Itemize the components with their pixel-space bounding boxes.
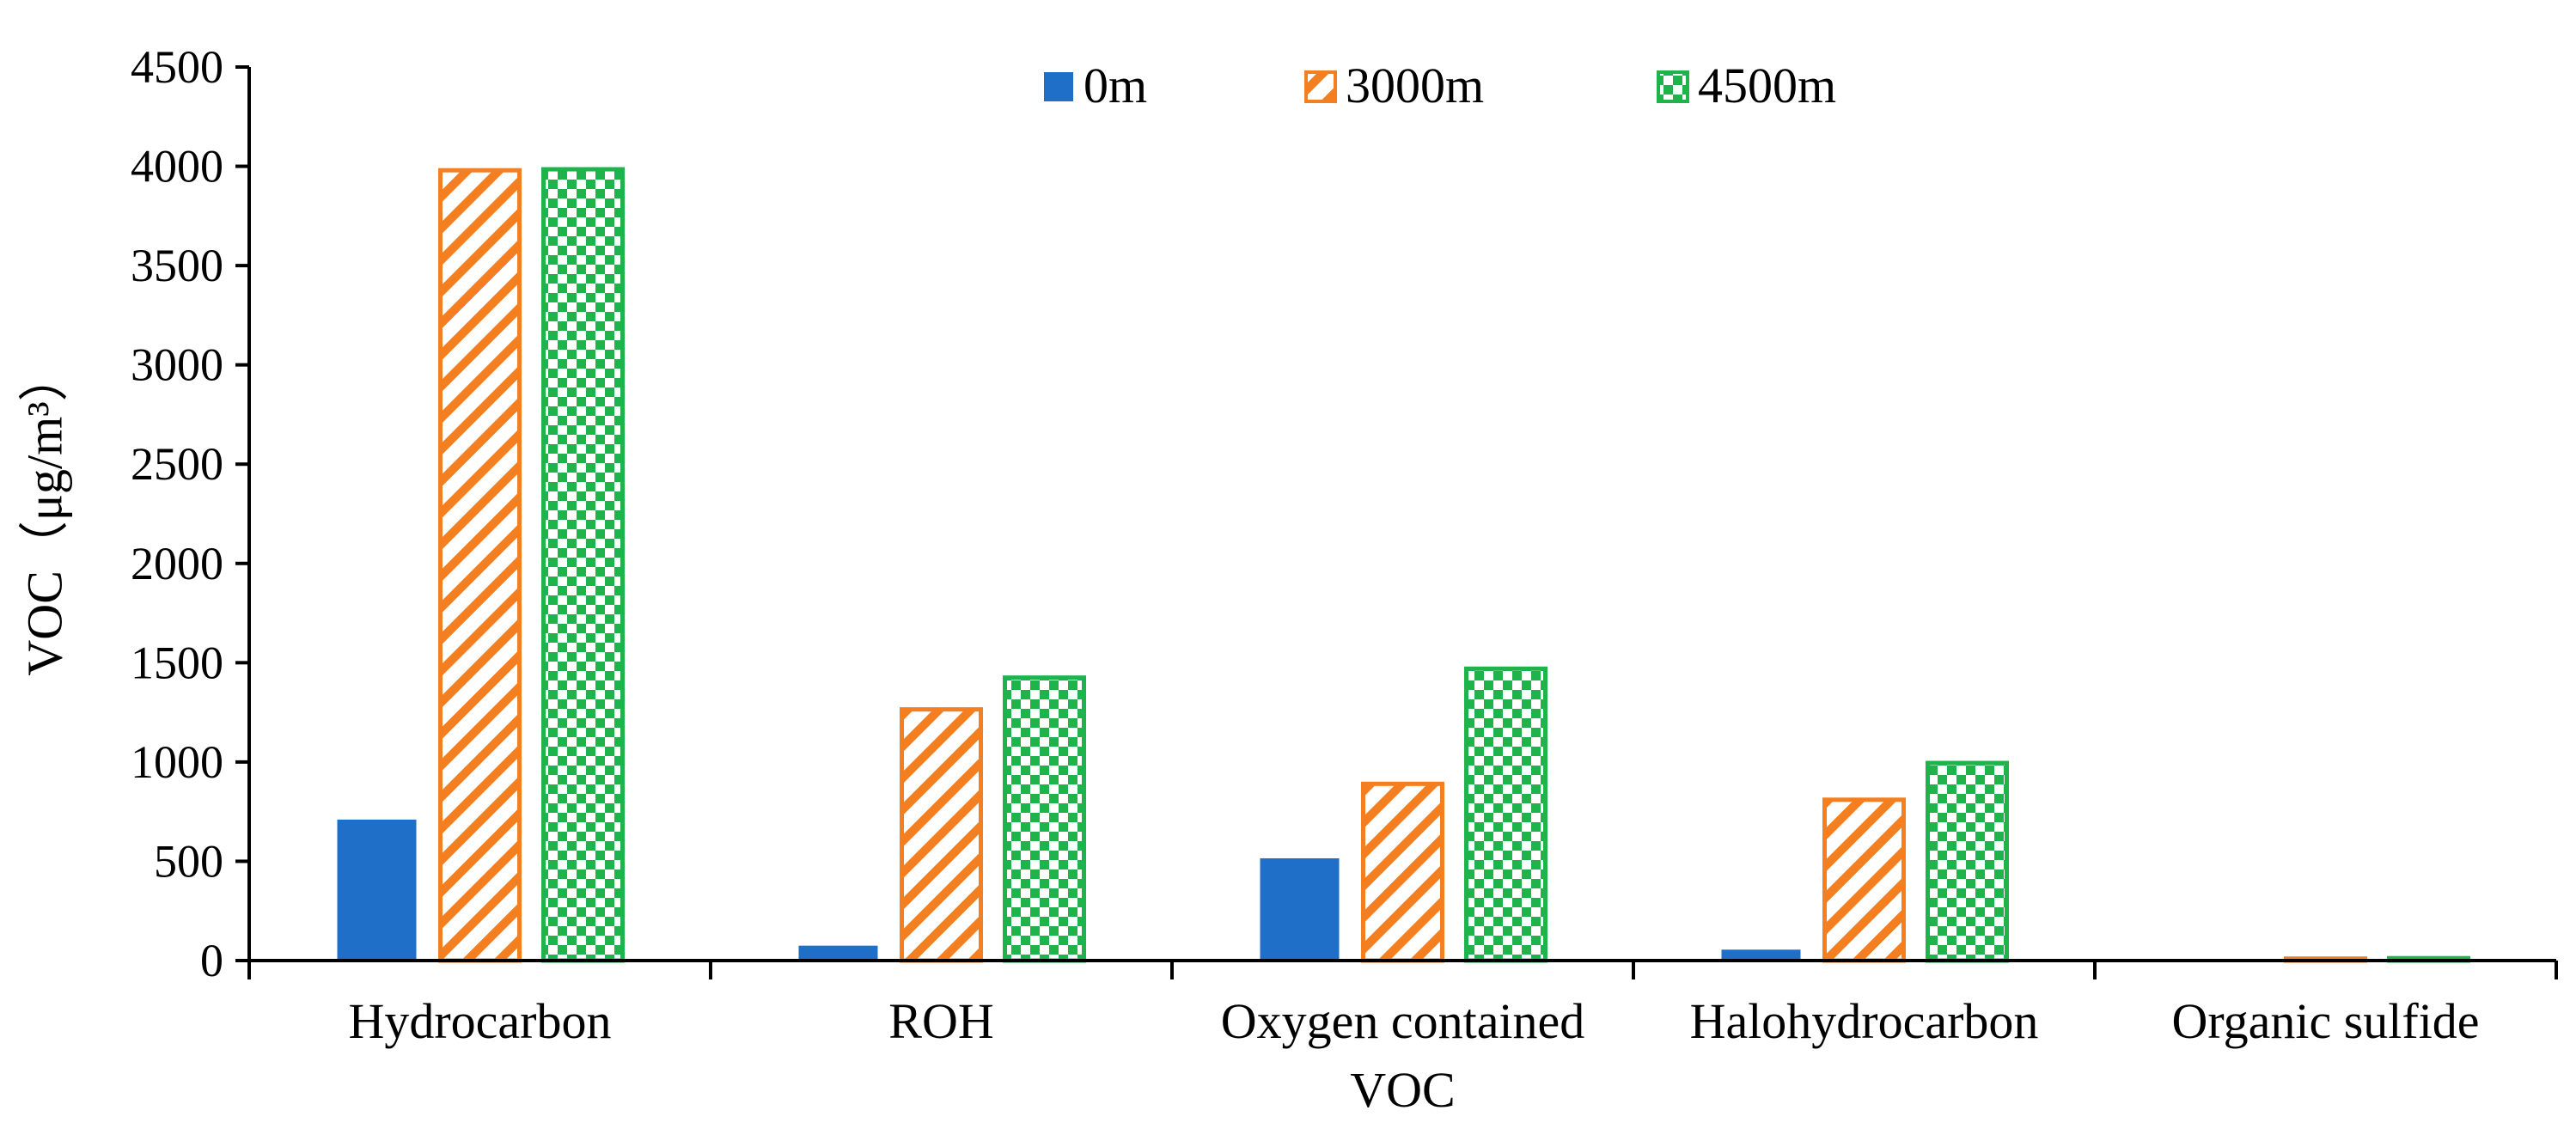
plot-area [337,167,2470,963]
legend: 0m 3000m 4500m [1044,58,1836,113]
bar-4500m-0 [541,167,625,963]
bar-3000m-3 [1822,797,1906,963]
axes: 0 500 1000 1500 2000 2500 3000 3500 4000 4500 Hydr… [131,41,2558,1118]
legend-swatch-4500m [1657,70,1689,103]
y-tick-label: 500 [154,835,223,887]
bar-0m-2 [1260,857,1340,961]
x-category-label: Halohydrocarbon [1690,993,2039,1049]
bar-4500m-3 [1926,760,2009,963]
y-tick-label: 3500 [131,240,223,291]
bar-3000m-2 [1361,781,1444,963]
bar-0m-0 [337,819,417,961]
x-category-label: ROH [888,993,993,1049]
y-tick-label: 4500 [131,41,223,93]
y-tick-label: 1500 [131,637,223,688]
y-tick-label: 0 [200,935,223,986]
bar-3000m-0 [438,168,522,963]
y-tick-label: 1000 [131,736,223,788]
legend-label-4500m: 4500m [1698,58,1836,113]
y-tick-label: 4000 [131,141,223,192]
legend-swatch-3000m [1304,70,1337,103]
y-axis-title: VOC（μg/m³） [16,351,72,675]
y-tick-label: 2000 [131,538,223,589]
x-category-label: Hydrocarbon [348,993,611,1049]
x-category-label: Oxygen contained VOC [1221,993,1585,1118]
y-tick-label: 3000 [131,339,223,391]
legend-label-0m: 0m [1084,58,1147,113]
bar-0m-1 [798,945,878,961]
x-category-label: Organic sulfide [2171,993,2479,1049]
legend-swatch-0m [1044,72,1073,101]
bar-0m-3 [1721,949,1801,961]
bar-4500m-2 [1464,666,1547,963]
bar-4500m-1 [1003,675,1086,963]
legend-label-3000m: 3000m [1346,58,1484,113]
y-tick-label: 2500 [131,438,223,490]
bar-3000m-1 [900,707,983,963]
